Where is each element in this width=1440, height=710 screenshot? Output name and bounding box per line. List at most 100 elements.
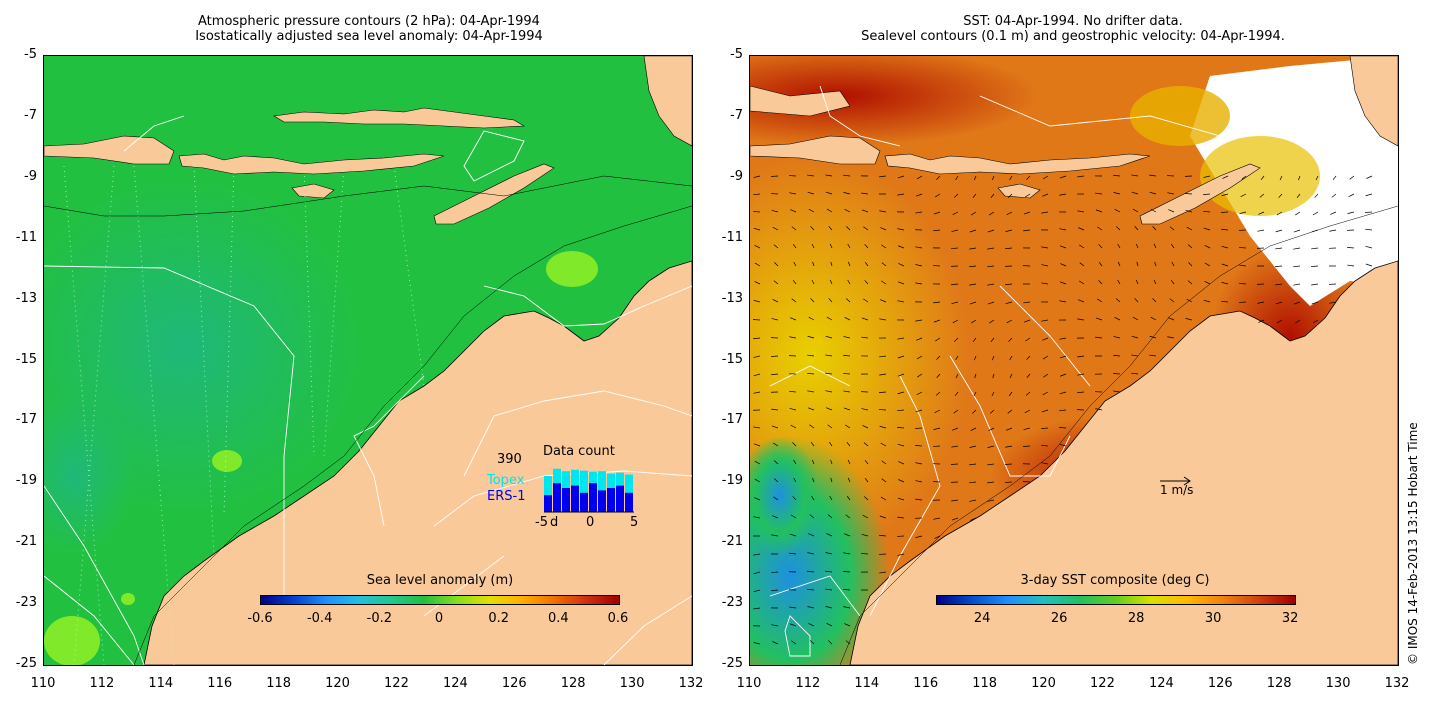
velocity-arrow xyxy=(1349,175,1355,180)
longitude-tick-label: 124 xyxy=(442,676,468,691)
velocity-arrow xyxy=(843,588,851,591)
velocity-arrow xyxy=(880,227,887,231)
velocity-arrow xyxy=(1365,193,1373,197)
velocity-arrow xyxy=(936,175,941,180)
sla-high-region xyxy=(44,616,100,665)
velocity-arrow xyxy=(843,390,851,393)
velocity-arrow xyxy=(987,301,995,305)
velocity-arrow xyxy=(987,499,995,502)
velocity-arrow xyxy=(754,281,761,285)
velocity-arrow xyxy=(969,481,977,484)
velocity-arrow xyxy=(1098,280,1103,285)
latitude-tick-label: -23 xyxy=(721,595,743,611)
velocity-arrow xyxy=(951,499,959,502)
colorbar-tick-label: 0 xyxy=(434,611,444,626)
data-count-xtick: -5 xyxy=(535,515,548,530)
velocity-arrow xyxy=(915,409,923,413)
velocity-arrow xyxy=(1079,262,1085,267)
velocity-arrow xyxy=(1275,229,1283,233)
velocity-arrow xyxy=(1203,227,1211,231)
velocity-arrow xyxy=(846,442,851,447)
velocity-arrow xyxy=(1332,175,1337,181)
velocity-arrow xyxy=(772,641,779,645)
velocity-arrow xyxy=(898,479,905,483)
velocity-arrow xyxy=(1149,174,1157,177)
velocity-arrow xyxy=(972,409,977,414)
velocity-arrow xyxy=(916,175,923,180)
velocity-arrow xyxy=(1041,319,1049,322)
velocity-arrow xyxy=(1258,211,1265,215)
sst-map[interactable] xyxy=(749,55,1399,666)
velocity-arrow xyxy=(793,477,797,483)
velocity-arrow xyxy=(933,427,941,430)
velocity-arrow xyxy=(973,391,977,397)
velocity-arrow xyxy=(771,589,779,591)
velocity-arrow xyxy=(1023,427,1031,431)
velocity-arrow xyxy=(880,496,887,501)
velocity-arrow xyxy=(773,244,779,249)
velocity-arrow xyxy=(843,407,851,411)
velocity-arrow xyxy=(952,211,959,216)
velocity-arrow xyxy=(916,337,923,341)
shelf-break-contour xyxy=(44,175,692,217)
velocity-arrow xyxy=(1113,174,1121,177)
velocity-arrow xyxy=(992,373,995,379)
latitude-tick-label: -11 xyxy=(15,229,37,245)
latitude-tick-label: -15 xyxy=(721,351,743,367)
longitude-tick-label: 132 xyxy=(1384,676,1410,691)
velocity-arrow xyxy=(915,246,923,249)
data-count-bar-ers1 xyxy=(616,485,624,512)
velocity-arrow xyxy=(1131,174,1139,177)
velocity-arrow xyxy=(987,481,995,484)
velocity-arrow xyxy=(754,262,761,267)
velocity-arrow xyxy=(812,477,815,483)
velocity-arrow xyxy=(915,264,923,267)
velocity-arrow xyxy=(1221,282,1229,285)
velocity-arrow xyxy=(1113,390,1121,393)
velocity-arrow xyxy=(934,535,941,539)
sst-patch xyxy=(1200,136,1320,216)
velocity-arrow xyxy=(810,226,815,231)
velocity-arrow xyxy=(1187,280,1193,285)
velocity-arrow xyxy=(969,247,977,250)
longitude-tick-label: 110 xyxy=(736,676,762,691)
velocity-arrow xyxy=(897,409,905,412)
velocity-arrow xyxy=(1078,227,1085,231)
velocity-arrow xyxy=(1258,319,1265,323)
velocity-arrow xyxy=(845,514,851,519)
velocity-arrow xyxy=(1007,409,1013,414)
velocity-arrow xyxy=(1295,211,1301,216)
velocity-arrow xyxy=(897,516,905,519)
velocity-arrow xyxy=(1006,427,1013,431)
sst-patch xyxy=(1130,86,1230,146)
velocity-arrow xyxy=(1365,245,1373,249)
velocity-arrow xyxy=(862,514,869,519)
velocity-arrow xyxy=(1239,247,1247,249)
velocity-arrow xyxy=(774,478,779,483)
velocity-arrow xyxy=(1041,211,1049,214)
velocity-arrow xyxy=(1059,427,1067,429)
lesser-sunda-islands xyxy=(884,153,1151,175)
velocity-arrow xyxy=(1131,335,1139,339)
velocity-arrow xyxy=(753,642,761,645)
velocity-arrow xyxy=(897,373,905,377)
velocity-arrow xyxy=(1153,279,1157,285)
velocity-arrow xyxy=(1005,445,1013,448)
velocity-arrow xyxy=(1059,245,1067,249)
velocity-arrow xyxy=(935,391,941,396)
velocity-arrow xyxy=(792,442,797,447)
velocity-arrow xyxy=(1312,319,1319,324)
velocity-arrow xyxy=(1293,301,1301,305)
longitude-tick-label: 116 xyxy=(913,676,939,691)
latitude-tick-label: -25 xyxy=(15,656,37,671)
velocity-arrow xyxy=(753,516,761,519)
longitude-tick-label: 118 xyxy=(972,676,998,691)
longitude-tick-label: 130 xyxy=(1325,676,1351,691)
velocity-scale-arrow xyxy=(1160,476,1191,486)
velocity-arrow xyxy=(1203,193,1211,195)
velocity-arrow xyxy=(1167,192,1175,195)
velocity-arrow xyxy=(807,372,815,375)
sla-map[interactable] xyxy=(43,55,693,666)
velocity-arrow xyxy=(811,495,815,501)
velocity-arrow xyxy=(881,244,887,249)
